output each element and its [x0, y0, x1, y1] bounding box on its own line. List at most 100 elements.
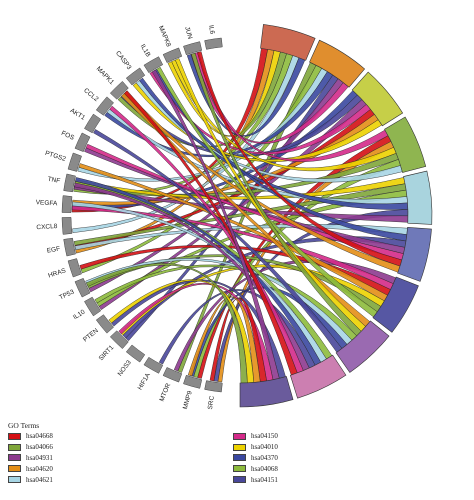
gene-label: SRC [207, 395, 216, 410]
gene-arc-cxcl8 [61, 217, 73, 235]
gene-arc-egf [63, 237, 76, 257]
ribbon [197, 51, 403, 267]
ribbon [75, 177, 322, 366]
legend-right: hsa04150 hsa04010 hsa04370 hsa04068 hsa04151 [233, 431, 278, 485]
ribbon [132, 82, 383, 163]
ribbon [104, 71, 334, 157]
ribbon [191, 52, 362, 337]
legend-item: hsa04068 [233, 463, 278, 474]
gene-arc-ccl2 [95, 96, 114, 116]
gene-arc-jun [183, 41, 203, 56]
legend-item: hsa04370 [233, 453, 278, 464]
ribbon [78, 163, 388, 302]
legend-item: hsa04668 [8, 431, 53, 442]
legend-label: hsa04931 [26, 453, 53, 462]
gene-arc-mmp9 [183, 374, 203, 389]
gene-arc-il1b [143, 56, 164, 74]
legend-item: hsa04621 [8, 474, 53, 485]
legend-item: hsa04066 [8, 442, 53, 453]
legend-swatch [233, 443, 246, 451]
ribbon [75, 49, 275, 254]
gene-label: IL6 [207, 25, 215, 35]
legend-swatch [233, 476, 246, 484]
legend-item: hsa04150 [233, 431, 278, 442]
legend-item: hsa04620 [8, 463, 53, 474]
gene-label: PTGS2 [44, 150, 67, 163]
gene-arc-tp53 [74, 277, 91, 298]
legend-swatch [233, 432, 246, 440]
ribbon [71, 205, 394, 290]
term-arc-hsa04010 [372, 276, 419, 333]
gene-label: SIRT1 [98, 344, 116, 362]
legend-label: hsa04370 [251, 453, 278, 462]
gene-label: TP53 [58, 288, 75, 301]
legend-item: hsa04931 [8, 453, 53, 464]
gene-arc-mtor [162, 367, 183, 383]
gene-label: MMP9 [182, 390, 194, 410]
gene-arc-pten [95, 314, 114, 334]
gene-arc-src [204, 380, 223, 393]
legend-label: hsa04620 [26, 464, 53, 473]
ribbon [151, 69, 280, 380]
legend-swatch [8, 432, 21, 440]
gene-arc-il6 [204, 37, 223, 50]
legend-swatch [233, 454, 246, 462]
legend-item: hsa04010 [233, 442, 278, 453]
legend-label: hsa04621 [26, 475, 53, 484]
gene-arc-hif1a [143, 356, 164, 374]
gene-arc-fos [74, 132, 91, 153]
gene-label: MAPK8 [157, 25, 172, 48]
gene-label: HIF1A [137, 371, 153, 391]
gene-label: CXCL8 [36, 223, 58, 231]
legend-swatch [8, 454, 21, 462]
gene-arc-mapk1 [109, 80, 129, 100]
gene-label: VEGFA [35, 199, 58, 207]
ribbon [171, 59, 397, 172]
legend-label: hsa04066 [26, 443, 53, 452]
gene-label: IL10 [72, 308, 87, 321]
gene-arc-vegfa [61, 195, 73, 213]
term-arc-hsa04621 [403, 170, 433, 225]
ribbon [86, 263, 248, 384]
gene-label: MTOR [158, 382, 172, 403]
gene-arc-mapk8 [162, 47, 183, 63]
gene-arc-casp3 [125, 67, 146, 86]
legend-swatch [8, 465, 21, 473]
gene-label: FOS [60, 130, 76, 142]
legend-swatch [8, 443, 21, 451]
gene-arc-tnf [63, 173, 76, 193]
legend-swatch [8, 476, 21, 484]
legend-label: hsa04668 [26, 432, 53, 441]
gene-label: AKT1 [69, 107, 87, 122]
gene-arc-hras [67, 258, 82, 278]
gene-label: EGF [46, 245, 60, 254]
legend-label: hsa04150 [251, 432, 278, 441]
ribbon [93, 129, 343, 353]
gene-label: MAPK1 [95, 65, 116, 86]
gene-label: NOS3 [117, 359, 133, 378]
ribbon [73, 185, 409, 223]
gene-arc-nos3 [125, 344, 146, 363]
ribbon [149, 70, 371, 155]
ribbon [123, 90, 298, 376]
gene-label: PTEN [82, 327, 100, 344]
term-arc-hsa04931 [351, 71, 404, 127]
legend-label: hsa04010 [251, 443, 278, 452]
term-arc-hsa04370 [335, 320, 390, 373]
gene-label: CASP3 [114, 50, 133, 72]
legend-swatch [233, 465, 246, 473]
gene-arc-ptgs2 [67, 152, 82, 172]
gene-arc-akt1 [84, 113, 102, 134]
legend-item: hsa04151 [233, 474, 278, 485]
gene-label: HRAS [47, 267, 67, 279]
gene-label: IL1B [139, 43, 152, 58]
gene-arc-il10 [84, 296, 102, 317]
term-arc-hsa04068 [289, 354, 347, 399]
legend-title: GO Terms [8, 421, 40, 430]
term-arc-hsa04151 [239, 376, 294, 408]
ribbon [139, 77, 409, 210]
legend-left: hsa04668 hsa04066 hsa04931 hsa04620 hsa04621 [8, 431, 53, 485]
gene-label: JUN [183, 26, 193, 40]
term-arc-hsa04150 [397, 226, 432, 282]
